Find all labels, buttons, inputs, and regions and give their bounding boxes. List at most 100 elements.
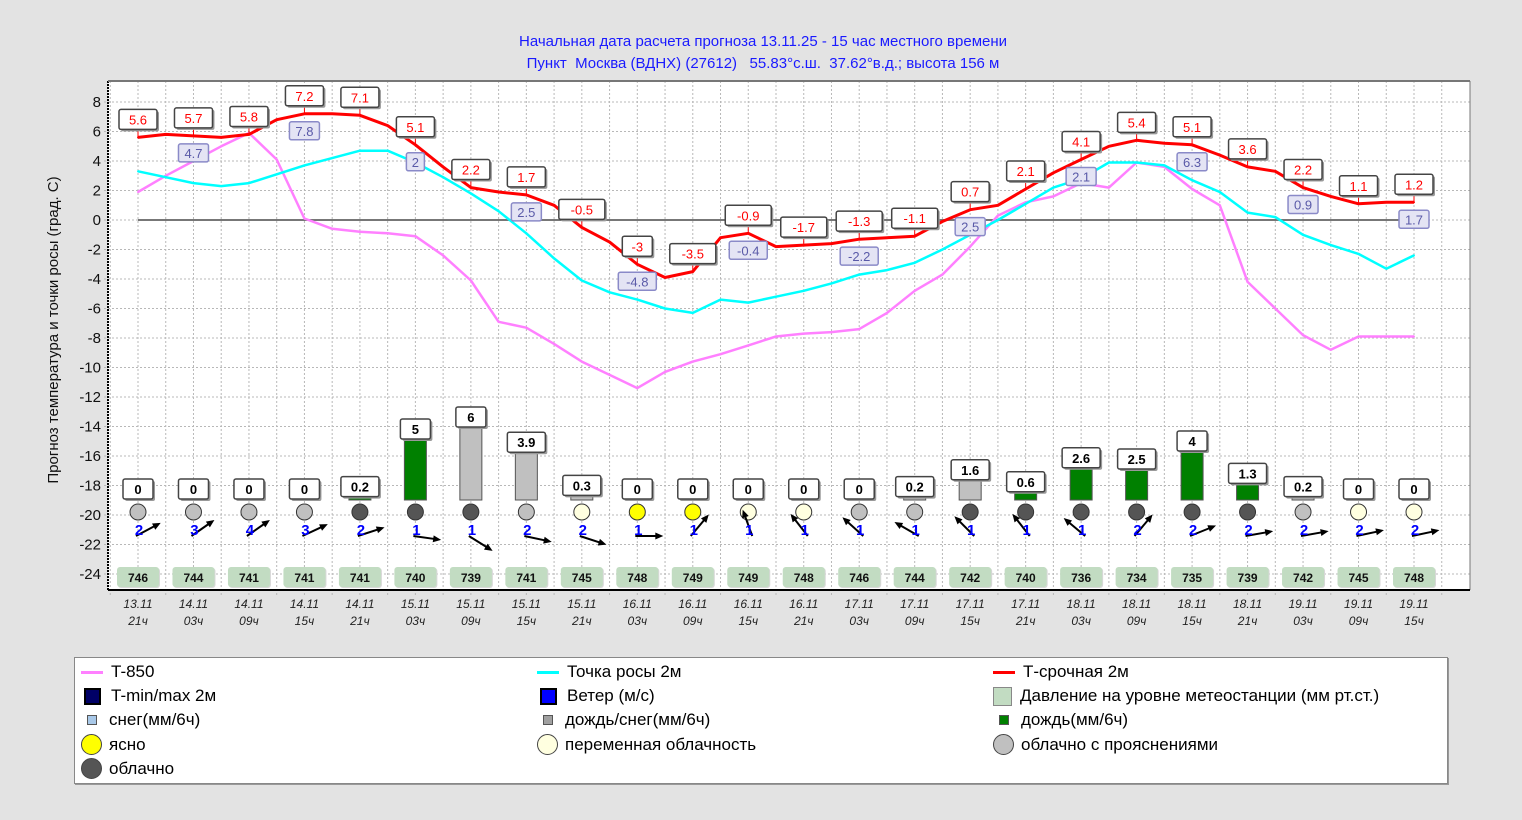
legend-item: облачно (81, 758, 174, 779)
wind-speed: 2 (357, 522, 365, 539)
series-point-t850 (220, 145, 223, 148)
label-text: 5.4 (1128, 115, 1146, 130)
cloud-icon-partly (1294, 503, 1312, 521)
y-tick-label: -24 (79, 566, 101, 583)
series-point-dew (747, 301, 750, 304)
series-point-dew (164, 176, 167, 179)
minmax-label-text: 1.7 (1405, 212, 1423, 227)
y-tick-label: -20 (79, 507, 101, 524)
label-box (894, 475, 935, 498)
minmax-label: 4.7 (177, 143, 210, 163)
wind-arrow-icon (899, 524, 920, 537)
legend-item: ясно (81, 734, 146, 755)
temp-label: 2.1 (1005, 160, 1047, 184)
pressure-value: 744 (183, 571, 203, 585)
minmax-label: 7.8 (288, 121, 321, 141)
label-text: 0 (301, 482, 308, 497)
series-point-dew (775, 295, 777, 298)
wind-speed: 1 (801, 522, 809, 539)
minmax-label: 2.5 (954, 216, 986, 237)
wind-arrowhead-icon (1320, 529, 1329, 536)
legend-square-icon (999, 715, 1009, 725)
pressure-value: 739 (1238, 571, 1258, 585)
label-text: 0 (190, 482, 197, 497)
minmax-label-box (1287, 194, 1319, 215)
y-tick-label: -14 (79, 419, 101, 436)
label-text: 0.6 (1017, 475, 1035, 490)
series-point-t850 (858, 328, 861, 331)
legend-line-swatch (993, 670, 1015, 674)
minmax-label-box (839, 246, 879, 266)
x-tick-date: 16.11 (734, 597, 763, 611)
series-point-t850 (1107, 186, 1110, 189)
pressure-box (1060, 567, 1103, 587)
series-point-temp (553, 204, 556, 207)
label-box (950, 459, 990, 481)
series-point-t850 (1385, 335, 1388, 338)
label-text: 0 (1355, 482, 1362, 497)
series-point-dew (1107, 161, 1110, 164)
legend-item: облачно с прояснениями (993, 734, 1218, 755)
label-box (395, 116, 436, 138)
x-tick-hour: 21ч (1015, 614, 1036, 628)
series-point-t850 (691, 360, 694, 363)
legend-square-icon (543, 715, 553, 725)
label-box (233, 478, 265, 500)
temp-label: 3.6 (1227, 138, 1269, 161)
x-tick-date: 14.11 (179, 597, 208, 611)
legend-item: Точка росы 2м (537, 662, 681, 682)
pressure-value: 736 (1071, 571, 1091, 585)
legend-item: Т-срочная 2м (993, 662, 1129, 682)
wind-speed: 3 (301, 522, 309, 539)
x-tick-hour: 21ч (127, 614, 148, 628)
legend-item: T-min/max 2м (81, 686, 216, 706)
series-point-temp (1163, 142, 1166, 145)
wind-arrowhead-icon (597, 538, 607, 546)
x-tick-date: 19.11 (1344, 597, 1373, 611)
x-tick-hour: 03ч (849, 614, 869, 628)
precip-label: 0 (732, 478, 766, 501)
y-tick-label: 6 (93, 124, 101, 141)
x-tick-date: 15.11 (567, 597, 596, 611)
series-point-temp (885, 236, 888, 239)
y-tick-label: 4 (93, 153, 101, 170)
label-text: -1.7 (793, 220, 815, 235)
pressure-box (727, 567, 770, 587)
pressure-value: 741 (516, 571, 536, 585)
wind-speed: 1 (745, 522, 753, 539)
label-box (506, 431, 547, 453)
x-tick-date: 19.11 (1399, 597, 1428, 611)
wind-arrowhead-icon (1264, 529, 1274, 536)
pressure-box (1393, 567, 1435, 587)
series-point-dew (192, 182, 195, 185)
precip-bar-rain (1236, 483, 1260, 501)
series-point-t850 (414, 235, 417, 238)
label-text: 1.3 (1239, 466, 1257, 481)
label-text: 5.1 (406, 120, 424, 135)
label-text: 2.6 (1072, 451, 1090, 466)
pressure-box (505, 567, 548, 587)
wind-speed: 1 (912, 522, 920, 539)
cloud-icon-overcast (1183, 503, 1201, 521)
label-text: 3.9 (517, 435, 535, 450)
precip-label: 0 (1398, 478, 1431, 501)
series-point-t850 (358, 230, 361, 233)
pressure-box (1115, 567, 1158, 587)
series-point-t850 (386, 232, 389, 235)
pressure-box (893, 567, 936, 587)
label-box (1061, 447, 1101, 469)
temp-label: 1.2 (1394, 173, 1435, 197)
cloud-icon-overcast (1128, 503, 1146, 521)
x-tick-date: 16.11 (623, 597, 652, 611)
wind-speed: 1 (856, 522, 864, 539)
x-tick-hour: 09ч (1127, 614, 1147, 628)
label-text: 5.8 (240, 109, 258, 124)
wind-arrowhead-icon (894, 522, 904, 530)
pressure-box (949, 567, 992, 587)
minmax-label-text: 2.5 (517, 205, 535, 220)
pressure-box (1171, 567, 1214, 587)
wind-arrowhead-icon (152, 522, 161, 530)
minmax-label-text: 7.8 (295, 124, 313, 139)
cloud-icon-clear (628, 503, 646, 521)
precip-label: 0 (177, 478, 211, 501)
